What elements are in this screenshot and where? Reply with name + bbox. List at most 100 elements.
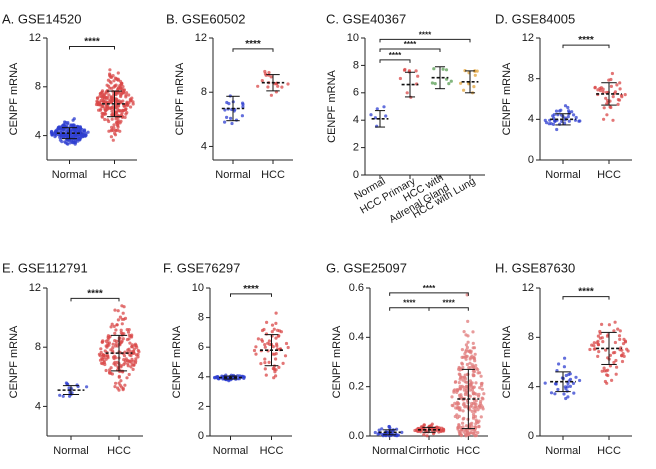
data-point: [601, 90, 605, 94]
data-point: [369, 113, 373, 117]
data-point: [470, 421, 474, 425]
data-point: [66, 142, 70, 146]
data-point: [476, 408, 480, 412]
data-point: [461, 375, 465, 379]
x-tick-label: HCC: [107, 445, 131, 457]
data-point: [125, 376, 129, 380]
y-tick-label: 2: [198, 400, 204, 412]
y-tick-label: 8: [528, 331, 534, 343]
data-point: [458, 387, 462, 391]
data-point: [470, 354, 474, 358]
data-point: [571, 381, 576, 385]
data-point: [107, 129, 111, 133]
data-point: [622, 354, 626, 358]
y-tick-label: 4: [528, 381, 534, 393]
data-point: [567, 109, 571, 113]
y-tick-label: 4: [35, 130, 41, 142]
data-point: [622, 337, 626, 341]
y-tick-label: 4: [528, 113, 534, 125]
data-point: [482, 392, 486, 396]
data-point: [462, 88, 466, 92]
data-point: [96, 96, 100, 101]
series-hcc-with-adrenal-gland: [430, 66, 453, 90]
data-point: [461, 378, 465, 382]
x-tick-label: Normal: [545, 169, 580, 181]
data-point: [108, 371, 112, 375]
data-point: [103, 117, 107, 122]
data-point: [453, 380, 457, 384]
data-point: [400, 430, 404, 434]
data-point: [458, 408, 462, 412]
data-point: [263, 361, 267, 365]
data-point: [613, 90, 618, 94]
significance-label: ****: [442, 299, 455, 308]
data-point: [461, 365, 465, 370]
data-point: [126, 364, 130, 368]
data-point: [578, 378, 582, 383]
data-point: [254, 345, 258, 349]
data-point: [621, 342, 626, 346]
series-hcc-with-lung: [459, 69, 479, 95]
y-tick-label: 0: [198, 430, 204, 442]
data-point: [465, 362, 469, 367]
data-point: [107, 93, 111, 97]
data-point: [117, 388, 121, 392]
data-point: [117, 375, 121, 379]
data-point: [122, 88, 126, 92]
data-point: [617, 98, 622, 102]
data-point: [416, 429, 420, 434]
data-point: [94, 102, 99, 107]
data-point: [466, 319, 470, 323]
data-point: [430, 422, 434, 426]
data-point: [554, 109, 559, 113]
data-point: [444, 68, 449, 72]
data-point: [84, 133, 88, 137]
data-point: [470, 363, 474, 367]
data-point: [568, 384, 573, 388]
y-tick-label: 0: [528, 430, 534, 442]
data-point: [557, 362, 561, 366]
data-point: [98, 108, 102, 112]
data-point: [405, 91, 409, 95]
data-point: [116, 120, 120, 124]
data-point: [563, 121, 567, 125]
data-point: [463, 377, 468, 381]
x-tick-label: HCC: [597, 169, 621, 181]
data-point: [123, 115, 127, 119]
data-point: [115, 323, 119, 327]
data-point: [458, 384, 462, 388]
significance-bracket: [69, 46, 115, 50]
data-point: [119, 328, 123, 332]
data-point: [132, 347, 136, 351]
data-point: [450, 395, 454, 399]
data-point: [131, 367, 135, 371]
data-point: [615, 365, 619, 369]
data-point: [99, 347, 103, 351]
data-point: [462, 401, 466, 405]
data-point: [468, 388, 472, 392]
data-point: [130, 357, 134, 361]
data-point: [605, 99, 610, 103]
panel-title: F. GSE76297: [163, 261, 240, 276]
data-point: [612, 329, 616, 333]
data-point: [103, 349, 107, 353]
data-point: [127, 93, 131, 97]
data-point: [566, 385, 570, 389]
data-point: [104, 344, 108, 348]
data-point: [562, 365, 567, 369]
y-tick-label: 4: [198, 371, 204, 383]
data-point: [596, 334, 601, 338]
series-normal: [221, 94, 245, 126]
data-point: [461, 355, 466, 359]
data-point: [104, 368, 108, 373]
data-point: [549, 122, 553, 126]
data-point: [223, 120, 227, 124]
data-point: [114, 117, 118, 121]
data-point: [263, 357, 267, 361]
significance-label: ****: [403, 299, 416, 308]
data-point: [562, 392, 566, 396]
x-tick-label: HCC: [456, 445, 480, 457]
data-point: [259, 362, 263, 366]
data-point: [466, 372, 470, 377]
data-point: [119, 93, 123, 97]
